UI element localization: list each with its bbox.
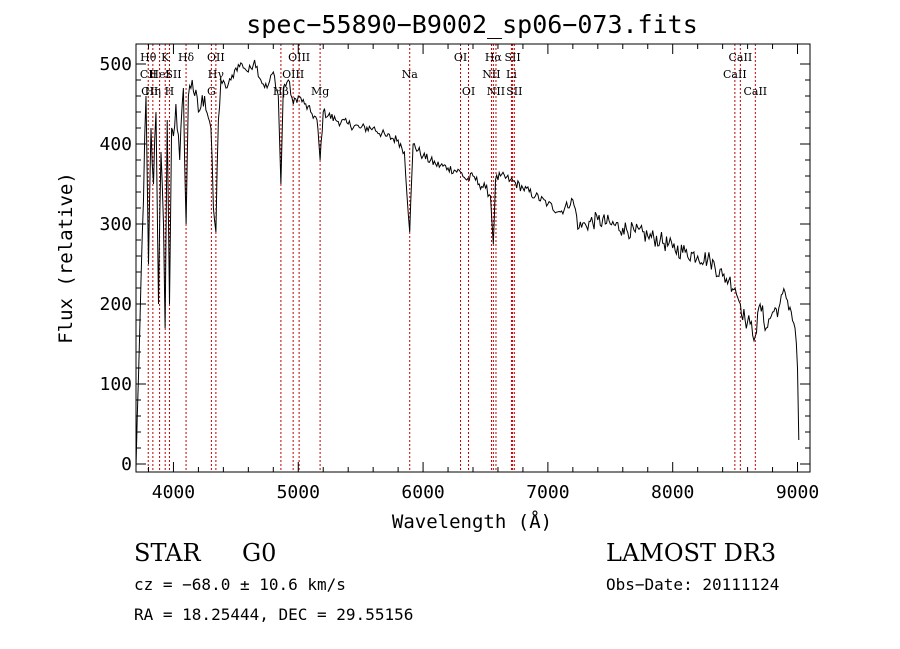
spectral-line-label: NII xyxy=(482,68,500,81)
spectral-line-label: OII xyxy=(207,51,225,64)
y-axis-ticks: 0 100 200 300 400 500 xyxy=(99,54,810,475)
y-tick-label: 500 xyxy=(99,54,132,75)
spectral-line-label: Mg xyxy=(311,85,329,98)
y-tick-label: 0 xyxy=(121,454,132,475)
y-tick-label: 300 xyxy=(99,214,132,235)
spectral-line-label: CaII xyxy=(723,68,747,81)
plot-frame xyxy=(135,43,811,473)
spectral-line-label: OI xyxy=(454,51,467,64)
object-class: STAR xyxy=(134,539,201,567)
chart-title: spec−55890−B9002_sp06−073.fits xyxy=(246,10,698,39)
spectral-line-label: SII xyxy=(506,85,522,98)
x-axis-label: Wavelength (Å) xyxy=(392,510,552,533)
spectral-line-label: Hδ xyxy=(178,51,195,64)
spectral-line-label: CaII xyxy=(743,85,767,98)
spectral-line-label: Hβ xyxy=(273,85,289,98)
y-axis-label: Flux (relative) xyxy=(55,172,77,344)
spectral-line-label: CaII xyxy=(729,51,753,64)
coordinates: RA = 18.25444, DEC = 29.55156 xyxy=(134,605,413,624)
redshift-text: cz = −68.0 ± 10.6 km/s xyxy=(134,575,346,594)
y-tick-label: 200 xyxy=(99,294,132,315)
spectral-line-label: NII xyxy=(487,85,505,98)
spectral-line-label: OIII xyxy=(282,68,304,81)
spectral-line-label: Li xyxy=(506,68,517,81)
spectral-line-label: Hγ xyxy=(208,68,225,81)
spectral-line-label: CII xyxy=(140,68,157,81)
x-tick-label: 9000 xyxy=(776,482,819,503)
spectrum-group xyxy=(135,59,800,469)
spectral-line-label: CII xyxy=(141,85,158,98)
spectral-line-label: G xyxy=(207,85,216,98)
y-tick-label: 100 xyxy=(99,374,132,395)
spectral-line-label: HeI xyxy=(149,68,169,81)
spectral-line-label: OIII xyxy=(288,51,310,64)
spectral-line-label: K xyxy=(161,51,170,64)
x-tick-label: 7000 xyxy=(526,482,569,503)
x-tick-label: 6000 xyxy=(401,482,444,503)
x-tick-label: 8000 xyxy=(651,482,694,503)
spectral-line-label: Hα xyxy=(485,51,503,64)
spectral-line-label: H xyxy=(165,85,175,98)
x-tick-label: 5000 xyxy=(277,482,320,503)
x-axis-ticks: 4000 5000 6000 7000 8000 9000 xyxy=(147,44,819,503)
spectral-line-label: Hη xyxy=(145,85,161,98)
marker-lines-group xyxy=(147,44,756,472)
obs-date: Obs−Date: 20111124 xyxy=(606,575,779,594)
spectral-line-label: Na xyxy=(402,68,419,81)
y-tick-label: 400 xyxy=(99,134,132,155)
spectral-line-label: SII xyxy=(165,68,181,81)
x-tick-label: 4000 xyxy=(152,482,195,503)
spectral-line-label: OI xyxy=(462,85,475,98)
spectrum-line xyxy=(135,59,800,469)
object-subclass: G0 xyxy=(242,539,276,567)
spectral-line-label: SII xyxy=(504,51,520,64)
survey-name: LAMOST DR3 xyxy=(606,539,776,567)
spectral-line-label: Hθ xyxy=(140,51,157,64)
